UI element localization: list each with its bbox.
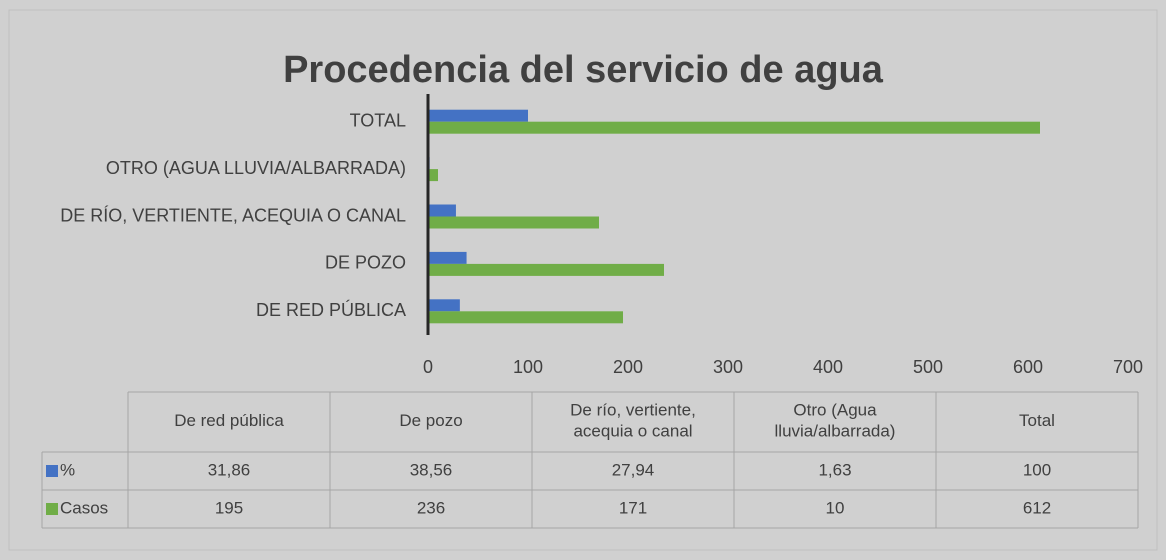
table-cell: 38,56	[410, 460, 453, 479]
y-tick-label: OTRO (AGUA LLUVIA/ALBARRADA)	[106, 158, 406, 178]
table-header: Total	[1019, 411, 1055, 430]
chart-border	[8, 9, 1158, 551]
x-tick-label: 700	[1113, 357, 1143, 377]
bar	[428, 169, 438, 182]
chart-title: Procedencia del servicio de agua	[283, 49, 884, 91]
legend-label: Casos	[60, 498, 108, 517]
x-tick-label: 400	[813, 357, 843, 377]
y-tick-label: TOTAL	[350, 110, 406, 130]
table-cell: 10	[826, 498, 845, 517]
legend-key	[46, 465, 58, 477]
bar	[428, 311, 623, 324]
x-tick-label: 0	[423, 357, 433, 377]
y-tick-label: DE POZO	[325, 253, 406, 273]
x-tick-label: 100	[513, 357, 543, 377]
y-tick-label: DE RED PÚBLICA	[256, 299, 406, 320]
table-cell: 1,63	[818, 460, 851, 479]
x-tick-label: 300	[713, 357, 743, 377]
bar	[428, 109, 528, 122]
table-cell: 31,86	[208, 460, 251, 479]
table-header: De red pública	[174, 411, 284, 430]
bar	[428, 299, 460, 312]
bar	[428, 121, 1040, 134]
table-cell: 236	[417, 498, 445, 517]
table-header: De río, vertiente, acequia o canal	[570, 401, 696, 441]
legend-key	[46, 503, 58, 515]
table-cell: 195	[215, 498, 243, 517]
bar	[428, 216, 599, 229]
bar	[428, 263, 664, 276]
bar	[428, 204, 456, 217]
x-tick-label: 500	[913, 357, 943, 377]
x-tick-label: 200	[613, 357, 643, 377]
table-header: Otro (Agua lluvia/albarrada)	[775, 401, 896, 441]
legend-label: %	[60, 460, 75, 479]
table-cell: 612	[1023, 498, 1051, 517]
table-header: De pozo	[399, 411, 462, 430]
bar	[428, 251, 467, 264]
y-tick-label: DE RÍO, VERTIENTE, ACEQUIA O CANAL	[60, 205, 406, 225]
table-cell: 171	[619, 498, 647, 517]
x-tick-label: 600	[1013, 357, 1043, 377]
table-cell: 27,94	[612, 460, 655, 479]
table-cell: 100	[1023, 460, 1051, 479]
